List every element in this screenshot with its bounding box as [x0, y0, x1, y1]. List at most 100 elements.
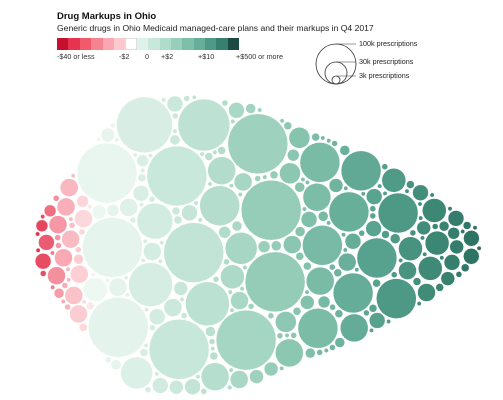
drug-bubble	[329, 344, 336, 351]
size-label-3k: 3k prescriptions	[359, 71, 410, 80]
drug-bubble	[276, 332, 284, 340]
drug-bubble	[354, 267, 360, 273]
drug-bubble	[231, 220, 243, 232]
drug-bubble	[76, 195, 89, 208]
drug-bubble	[381, 168, 407, 193]
drug-bubble	[70, 173, 76, 179]
drug-bubble	[61, 282, 69, 289]
drug-bubble	[237, 192, 243, 197]
drug-bubble	[142, 238, 148, 244]
drug-bubble	[76, 142, 138, 204]
drug-bubble	[431, 223, 439, 230]
drug-bubble	[218, 226, 231, 239]
drug-bubble	[68, 222, 76, 229]
drug-bubble	[91, 204, 107, 220]
drug-bubble	[334, 337, 346, 348]
drug-bubble	[247, 303, 255, 310]
drug-bubble	[47, 266, 66, 285]
drug-bubble	[267, 312, 275, 320]
drug-bubble	[340, 150, 382, 192]
drug-bubble	[221, 99, 229, 107]
drug-bubble	[288, 127, 311, 149]
drug-bubble	[333, 268, 343, 278]
drug-bubble	[68, 216, 74, 222]
drug-bubble	[328, 178, 344, 193]
drug-bubble	[287, 148, 300, 162]
size-label-100k: 100k prescriptions	[359, 39, 418, 48]
drug-bubble	[143, 242, 162, 261]
drug-bubble	[292, 307, 302, 316]
drug-bubble	[279, 118, 285, 124]
drug-bubble	[163, 222, 224, 283]
drug-bubble	[34, 252, 52, 270]
drug-bubble	[74, 209, 93, 228]
drug-bubble	[275, 311, 297, 333]
drug-bubble	[35, 247, 41, 253]
drug-bubble	[172, 112, 179, 120]
drug-bubble	[227, 385, 233, 391]
drug-bubble	[74, 246, 82, 253]
drug-bubble	[302, 225, 343, 266]
drug-bubble	[183, 95, 190, 102]
drug-bubble	[409, 229, 417, 237]
drug-bubble	[368, 304, 378, 313]
drug-bubble	[212, 276, 220, 283]
drug-bubble	[108, 277, 128, 297]
drug-bubble	[344, 233, 362, 250]
drug-bubble	[365, 188, 383, 205]
color-swatch	[159, 38, 171, 50]
drug-bubble	[339, 145, 351, 156]
drug-bubble	[381, 163, 389, 170]
drug-bubble	[173, 215, 183, 225]
drug-bubble	[132, 185, 150, 202]
color-swatch	[79, 38, 92, 50]
color-swatch	[216, 38, 228, 50]
drug-bubble	[59, 178, 79, 197]
drug-bubble	[224, 232, 258, 265]
drug-bubble	[123, 275, 129, 281]
size-label-30k: 30k prescriptions	[359, 57, 414, 66]
drug-bubble	[169, 134, 181, 146]
drug-bubble	[429, 192, 435, 198]
drug-bubble	[169, 379, 184, 395]
drug-bubble	[339, 313, 369, 343]
drug-bubble	[54, 248, 73, 268]
drug-bubble	[462, 221, 472, 230]
drug-bubble	[48, 215, 68, 234]
drug-bubble	[114, 137, 120, 143]
drug-bubble	[70, 264, 89, 284]
drug-bubble	[412, 277, 422, 286]
drug-bubble	[302, 182, 332, 212]
drug-bubble	[283, 235, 302, 254]
drug-bubble	[412, 184, 429, 201]
drug-bubble	[200, 388, 208, 395]
drug-bubble	[449, 239, 464, 255]
drug-bubble	[424, 230, 450, 256]
drug-bubble	[66, 277, 72, 283]
drug-bubble	[157, 258, 163, 264]
drug-bubble	[323, 348, 329, 353]
drug-bubble	[294, 181, 305, 193]
chart-title: Drug Markups in Ohio	[57, 11, 157, 22]
drug-bubble	[136, 202, 174, 240]
drug-bubble	[129, 216, 137, 224]
drug-bubble	[120, 356, 153, 390]
drug-bubble	[149, 324, 156, 331]
drug-bubble	[227, 289, 233, 295]
drug-bubble	[303, 261, 312, 271]
drug-bubble	[180, 312, 188, 319]
tick-label-zero: 0	[145, 52, 149, 61]
drug-bubble	[320, 135, 326, 141]
drug-bubble	[304, 289, 310, 295]
color-swatch	[113, 38, 126, 50]
color-swatch	[68, 38, 80, 50]
drug-bubble	[416, 301, 422, 307]
drug-bubble	[372, 278, 381, 288]
drug-bubble	[38, 234, 55, 251]
drug-bubble	[215, 309, 277, 371]
drug-bubble	[207, 156, 236, 185]
drug-bubble	[229, 183, 234, 189]
drug-bubble	[332, 272, 374, 314]
